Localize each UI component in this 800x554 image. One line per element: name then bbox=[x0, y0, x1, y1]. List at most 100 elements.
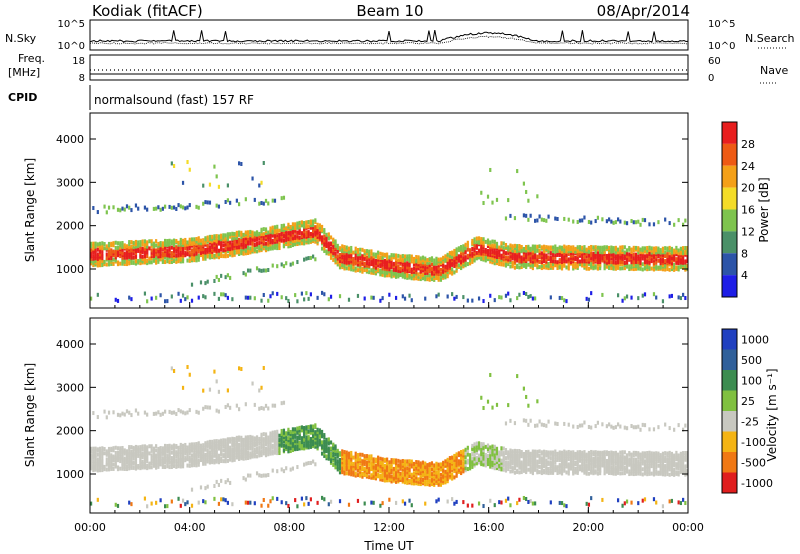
velocity-cell bbox=[276, 444, 279, 449]
velocity-cell bbox=[168, 465, 171, 470]
power-cell bbox=[190, 248, 194, 253]
velocity-cell bbox=[161, 458, 164, 463]
velocity-cell bbox=[327, 450, 330, 455]
velocity-cell bbox=[157, 446, 160, 451]
velocity-cell bbox=[455, 499, 458, 504]
power-cell bbox=[320, 228, 324, 233]
velocity-cell bbox=[269, 447, 272, 452]
power-cell bbox=[491, 256, 494, 261]
velocity-cell bbox=[260, 432, 263, 437]
velocity-cell bbox=[166, 446, 169, 451]
velocity-cell bbox=[285, 501, 288, 506]
velocity-cell bbox=[347, 451, 351, 456]
velocity-cell bbox=[444, 480, 447, 485]
power-cell bbox=[356, 293, 360, 298]
power-cell bbox=[114, 249, 117, 254]
power-cell bbox=[394, 295, 398, 300]
velocity-cell bbox=[141, 451, 144, 456]
power-cell bbox=[675, 248, 678, 253]
velocity-cell bbox=[489, 454, 492, 459]
power-cell bbox=[244, 295, 247, 300]
power-cell bbox=[116, 245, 120, 250]
power-cell bbox=[415, 273, 418, 278]
power-cell bbox=[424, 258, 427, 263]
power-cell bbox=[372, 252, 375, 257]
power-panel-frame bbox=[89, 112, 689, 309]
power-cell bbox=[123, 255, 126, 260]
velocity-cell bbox=[312, 424, 315, 429]
power-cell bbox=[625, 254, 629, 259]
velocity-cell bbox=[504, 463, 508, 468]
power-cell bbox=[305, 236, 308, 241]
power-cell bbox=[298, 241, 301, 246]
power-cell bbox=[439, 257, 443, 262]
velocity-cell bbox=[181, 461, 185, 466]
power-cell bbox=[271, 228, 274, 233]
power-cell bbox=[262, 232, 265, 237]
power-cell bbox=[249, 268, 252, 273]
velocity-cell bbox=[341, 460, 344, 465]
velocity-cell bbox=[379, 503, 382, 508]
velocity-cell bbox=[128, 447, 131, 452]
colorbar-segment bbox=[722, 143, 737, 166]
velocity-cell bbox=[318, 428, 321, 433]
power-cell bbox=[199, 238, 203, 243]
power-cell bbox=[486, 252, 490, 257]
power-cell bbox=[491, 239, 494, 244]
power-cell bbox=[258, 231, 261, 236]
velocity-cell bbox=[152, 452, 155, 457]
velocity-cell bbox=[471, 443, 474, 448]
power-cell bbox=[296, 237, 299, 242]
power-cell bbox=[435, 265, 438, 270]
velocity-cell bbox=[143, 462, 147, 467]
velocity-cell bbox=[294, 433, 297, 438]
power-cell bbox=[282, 195, 286, 200]
velocity-cell bbox=[226, 442, 229, 447]
velocity-cell bbox=[96, 461, 99, 466]
colorbar-segment bbox=[722, 253, 737, 276]
velocity-cell bbox=[549, 469, 552, 474]
velocity-cell bbox=[323, 439, 326, 444]
power-cell bbox=[202, 254, 205, 259]
power-cell bbox=[619, 258, 622, 263]
velocity-cell bbox=[267, 472, 270, 477]
power-cell bbox=[529, 259, 532, 264]
velocity-cell bbox=[542, 423, 546, 428]
velocity-cell bbox=[211, 442, 214, 447]
power-cell bbox=[466, 253, 469, 258]
power-cell bbox=[276, 246, 279, 251]
power-cell bbox=[318, 227, 321, 232]
power-cell bbox=[451, 292, 454, 297]
power-cell bbox=[377, 255, 380, 260]
power-cell bbox=[518, 246, 521, 251]
velocity-cell bbox=[381, 457, 384, 462]
velocity-cell bbox=[511, 457, 514, 462]
power-cell bbox=[554, 247, 557, 252]
power-cell bbox=[172, 205, 176, 210]
power-cell bbox=[583, 245, 586, 250]
power-cell bbox=[558, 250, 561, 255]
velocity-cell bbox=[130, 465, 133, 470]
power-cell bbox=[563, 247, 566, 252]
power-cell bbox=[276, 227, 279, 232]
velocity-cell bbox=[329, 456, 333, 461]
power-cell bbox=[197, 243, 200, 248]
power-cell bbox=[168, 242, 171, 247]
power-cell bbox=[271, 232, 274, 237]
power-cell bbox=[96, 256, 99, 261]
power-cell bbox=[661, 259, 665, 264]
velocity-cell bbox=[177, 455, 180, 460]
power-cell bbox=[249, 295, 252, 300]
velocity-cell bbox=[545, 462, 548, 467]
power-cell bbox=[264, 246, 268, 251]
power-cell bbox=[181, 205, 185, 210]
power-cell bbox=[300, 223, 303, 228]
power-cell bbox=[329, 241, 333, 246]
power-cell bbox=[464, 250, 467, 255]
velocity-cell bbox=[455, 452, 458, 457]
power-cell bbox=[264, 248, 268, 253]
power-cell bbox=[507, 262, 510, 267]
power-cell bbox=[381, 266, 384, 271]
power-cell bbox=[213, 253, 216, 258]
power-cell bbox=[534, 296, 537, 301]
